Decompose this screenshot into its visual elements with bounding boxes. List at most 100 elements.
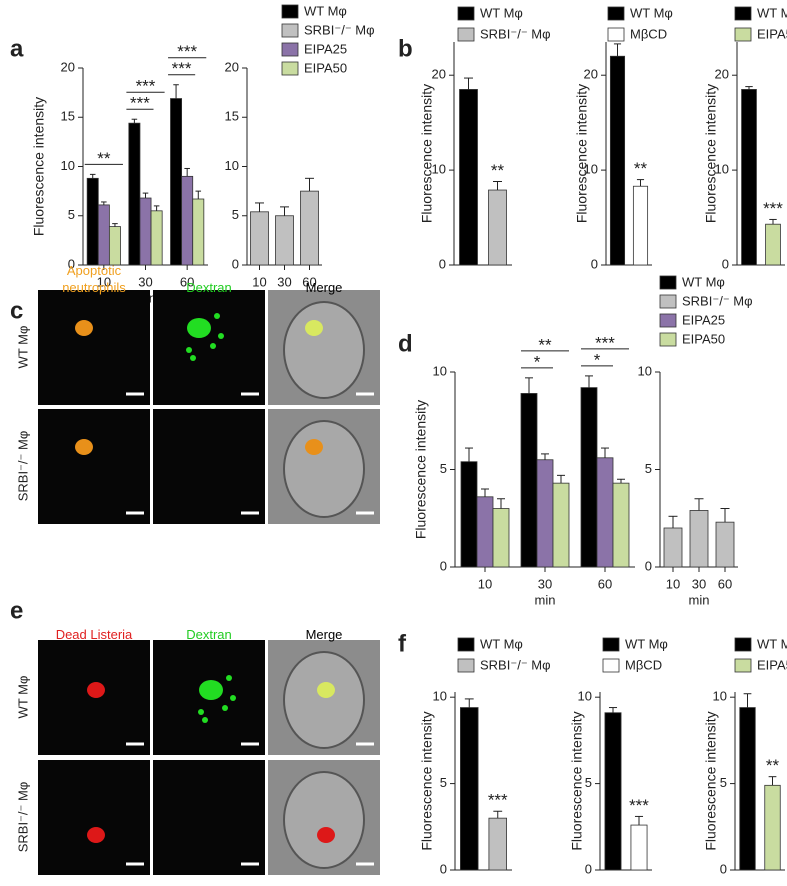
legend-swatch <box>659 275 677 290</box>
bar <box>108 226 121 266</box>
bar <box>632 185 649 266</box>
legend-label: SRBI⁻/⁻ Mφ <box>682 293 753 308</box>
micrograph <box>38 409 150 524</box>
legend-swatch <box>734 637 752 652</box>
bar <box>476 496 494 568</box>
spot <box>190 355 196 361</box>
micrograph <box>38 290 150 405</box>
legend-swatch <box>281 23 299 38</box>
legend-label: EIPA25 <box>304 41 347 56</box>
y-tick-label: 20 <box>715 67 729 82</box>
significance-label: *** <box>629 796 649 815</box>
panel-letter: f <box>398 630 407 657</box>
blob <box>317 827 335 843</box>
x-tick-label: 30 <box>538 576 552 591</box>
x-tick-label: 30 <box>277 274 291 289</box>
bar <box>488 817 507 871</box>
bar <box>492 508 510 568</box>
blob <box>87 827 105 843</box>
spot <box>226 675 232 681</box>
y-tick-label: 15 <box>225 109 239 124</box>
y-tick-label: 10 <box>638 363 652 378</box>
blob <box>75 439 93 455</box>
error-bar <box>89 173 96 179</box>
row-label: WT Mφ <box>15 326 30 369</box>
legend-swatch <box>659 294 677 309</box>
y-axis-label: Fluorescence intensity <box>703 84 719 223</box>
legend-label: EIPA25 <box>682 312 725 327</box>
y-tick-label: 10 <box>713 689 727 704</box>
significance-label: *** <box>488 791 508 810</box>
y-tick-label: 0 <box>722 256 729 271</box>
y-axis-label: Fluorescence intensity <box>413 400 429 539</box>
bar <box>536 459 554 568</box>
y-tick-label: 10 <box>432 162 446 177</box>
bar <box>612 482 630 568</box>
panel-letter: b <box>398 35 413 62</box>
spot <box>214 313 220 319</box>
y-axis-label: Fluorescence intensity <box>31 97 47 236</box>
legend-label: WT Mφ <box>682 274 725 289</box>
error-bar <box>153 205 160 211</box>
x-tick-label: 60 <box>598 576 612 591</box>
bar <box>300 190 319 266</box>
bar <box>741 89 757 266</box>
spot <box>230 695 236 701</box>
y-tick-label: 0 <box>585 861 592 876</box>
significance-label: ** <box>538 335 552 354</box>
y-tick-label: 10 <box>584 162 598 177</box>
y-tick-label: 20 <box>584 67 598 82</box>
blob <box>199 680 223 700</box>
y-tick-label: 5 <box>68 207 75 222</box>
error-bar <box>493 180 502 191</box>
legend-label: WT Mφ <box>625 636 668 651</box>
error-bar <box>720 508 730 523</box>
y-tick-label: 10 <box>578 689 592 704</box>
legend-swatch <box>281 61 299 76</box>
significance-label: * <box>594 350 601 369</box>
bar <box>764 784 781 871</box>
bar <box>580 387 598 568</box>
error-bar <box>601 447 609 458</box>
error-bar <box>668 515 678 528</box>
y-tick-label: 5 <box>232 207 239 222</box>
blob <box>317 682 335 698</box>
y-tick-label: 10 <box>225 158 239 173</box>
significance-label: *** <box>172 59 192 78</box>
y-tick-label: 10 <box>433 689 447 704</box>
y-tick-label: 5 <box>645 461 652 476</box>
error-bar <box>585 375 593 388</box>
y-tick-label: 5 <box>585 775 592 790</box>
legend-swatch <box>607 27 625 42</box>
legend-label: MβCD <box>630 26 667 41</box>
legend-label: EIPA50 <box>682 331 725 346</box>
spot <box>186 347 192 353</box>
error-bar <box>541 453 549 460</box>
significance-label: *** <box>130 94 150 113</box>
error-bar <box>464 77 473 90</box>
micrograph <box>153 409 265 524</box>
legend-label: EIPA50 <box>304 60 347 75</box>
significance-label: *** <box>763 199 783 218</box>
significance-label: *** <box>177 42 197 61</box>
bar <box>150 210 163 266</box>
significance-label: ** <box>766 756 780 775</box>
error-bar <box>464 698 474 708</box>
significance-label: ** <box>97 149 111 168</box>
spot <box>210 343 216 349</box>
y-tick-label: 20 <box>432 67 446 82</box>
bar <box>139 197 152 266</box>
bar <box>250 211 269 266</box>
significance-label: ** <box>634 159 648 178</box>
error-bar <box>173 84 179 99</box>
micrograph <box>153 290 265 405</box>
error-bar <box>465 447 473 462</box>
bar <box>765 223 781 266</box>
error-bar <box>142 192 149 199</box>
legend-swatch <box>457 658 475 673</box>
legend-label: SRBI⁻/⁻ Mφ <box>480 657 551 672</box>
x-tick-label: 10 <box>97 274 111 289</box>
legend-label: MβCD <box>625 657 662 672</box>
x-tick-label: 30 <box>138 274 152 289</box>
